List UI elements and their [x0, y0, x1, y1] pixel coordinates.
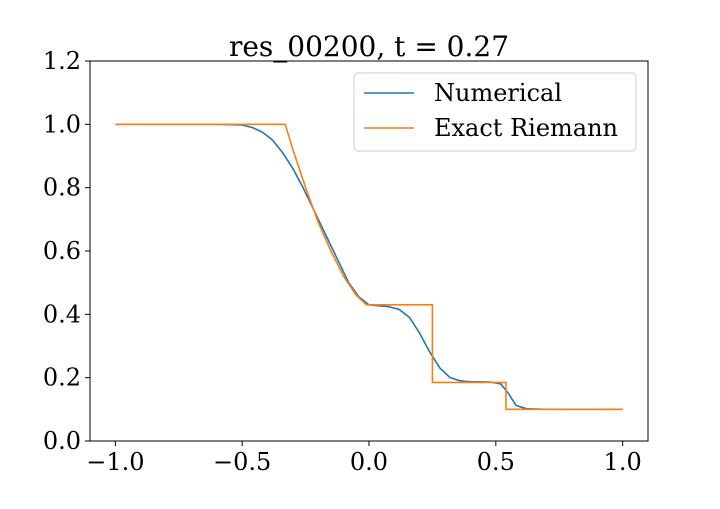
legend-box — [353, 72, 637, 152]
y-tick-label: 0.0 — [43, 427, 81, 455]
legend-label-numerical: Numerical — [434, 79, 562, 107]
x-tick-label: 1.0 — [604, 448, 642, 476]
x-tick-label: −1.0 — [86, 448, 144, 476]
y-tick-label: 0.6 — [43, 237, 81, 265]
axes-layer: −1.0 −0.5 0.0 0.5 1.0 0.0 0.2 0.4 0.6 0.8 1.0 1.2 — [43, 47, 649, 476]
legend: Numerical Exact Riemann — [353, 72, 637, 152]
x-tick-label: −0.5 — [213, 448, 271, 476]
y-tick-label: 0.8 — [43, 174, 81, 202]
series-line-numerical — [115, 123, 623, 411]
series-layer — [115, 123, 623, 411]
y-tick-label: 0.4 — [43, 300, 81, 328]
series-line-exact-riemann — [115, 123, 623, 411]
y-tick-label: 1.2 — [43, 47, 81, 75]
y-tick-label: 0.2 — [43, 364, 81, 392]
x-tick-label: 0.5 — [477, 448, 515, 476]
legend-label-exact-riemann: Exact Riemann — [434, 114, 618, 142]
x-tick-label: 0.0 — [350, 448, 388, 476]
y-tick-label: 1.0 — [43, 110, 81, 138]
chart-title: res_00200, t = 0.27 — [229, 30, 509, 63]
